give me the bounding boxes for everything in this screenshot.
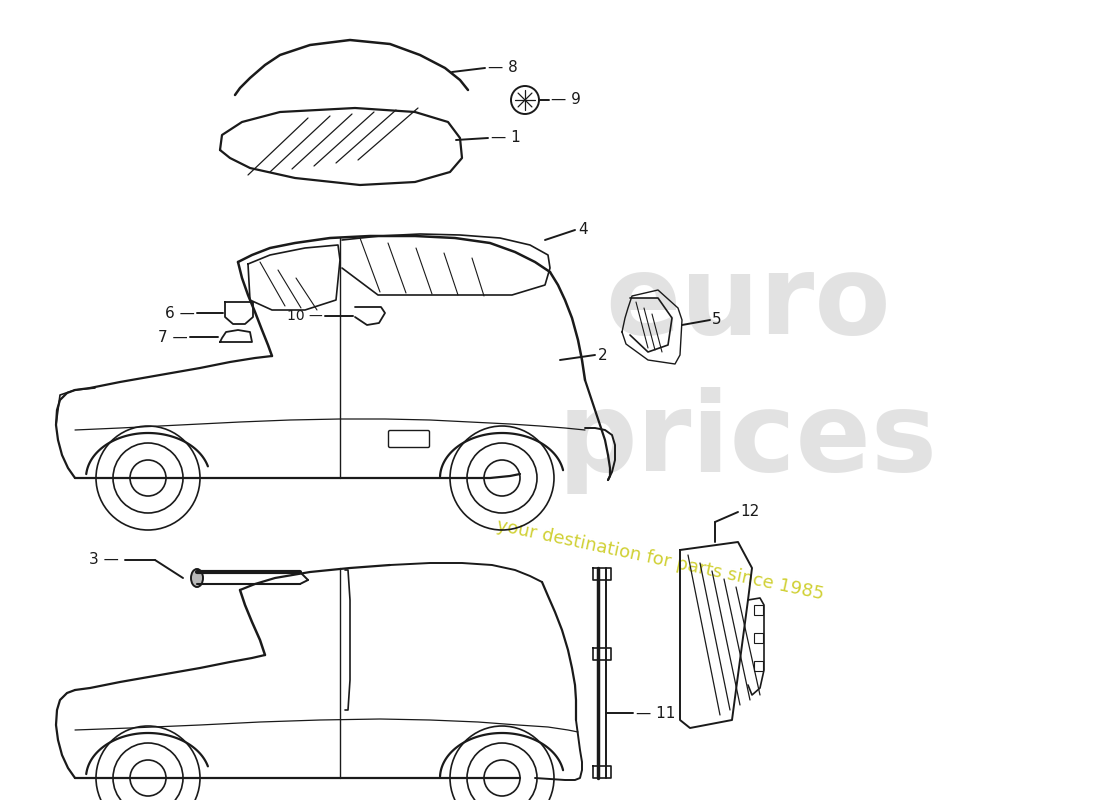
- Text: euro: euro: [605, 250, 891, 358]
- Text: — 11: — 11: [636, 706, 675, 721]
- Text: 7 —: 7 —: [158, 330, 188, 345]
- Text: 5: 5: [712, 313, 722, 327]
- Text: — 9: — 9: [551, 93, 581, 107]
- Bar: [754, 633, 763, 643]
- Bar: [754, 661, 763, 671]
- Text: — 1: — 1: [491, 130, 520, 146]
- Text: your destination for parts since 1985: your destination for parts since 1985: [495, 517, 825, 603]
- Ellipse shape: [191, 569, 204, 587]
- FancyBboxPatch shape: [388, 430, 429, 447]
- Text: 4: 4: [578, 222, 587, 238]
- Text: 2: 2: [598, 347, 607, 362]
- Text: 10 —: 10 —: [287, 309, 323, 323]
- Text: 3 —: 3 —: [89, 553, 119, 567]
- Text: 6 —: 6 —: [165, 306, 195, 321]
- Text: — 8: — 8: [488, 61, 518, 75]
- Text: prices: prices: [558, 386, 938, 494]
- Text: 12: 12: [740, 505, 759, 519]
- Bar: [754, 605, 763, 615]
